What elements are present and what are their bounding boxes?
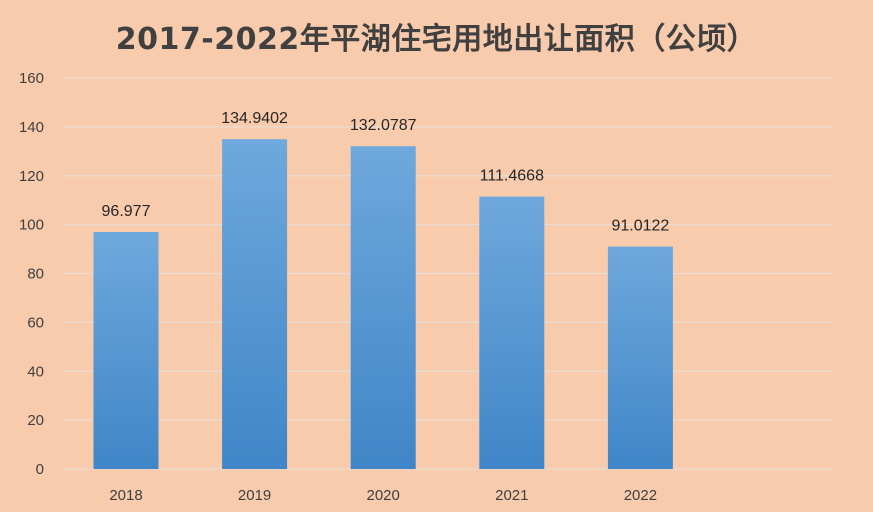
x-tick-label-2018: 2018 (109, 487, 142, 504)
y-tick-label: 60 (27, 314, 44, 331)
bar-2022 (607, 246, 673, 469)
data-label-2019: 134.9402 (221, 110, 288, 127)
x-tick-label-2022: 2022 (624, 487, 657, 504)
bars (93, 139, 673, 470)
x-tick-label-2019: 2019 (238, 487, 271, 504)
x-tick-label-2021: 2021 (495, 487, 528, 504)
bar-2021 (479, 196, 545, 469)
y-tick-label: 160 (19, 70, 44, 87)
y-tick-label: 120 (19, 168, 44, 185)
y-axis-ticks: 0 20 40 60 80 100 120 140 160 (19, 70, 44, 478)
bar-2018 (93, 232, 159, 469)
data-label-2020: 132.0787 (350, 117, 417, 134)
data-label-2022: 91.0122 (611, 218, 669, 235)
x-tick-label-2020: 2020 (367, 487, 400, 504)
y-tick-label: 40 (27, 363, 44, 380)
data-label-2021: 111.4668 (480, 168, 544, 185)
y-tick-label: 20 (27, 412, 44, 429)
gridlines (62, 77, 832, 470)
data-labels: 96.977 134.9402 132.0787 111.4668 91.0122 (102, 110, 670, 234)
chart-title: 2017-2022年平湖住宅用地出让面积（公顷） (115, 22, 758, 57)
y-tick-label: 100 (19, 217, 44, 234)
bar-2020 (350, 146, 416, 470)
data-label-2018: 96.977 (102, 203, 151, 220)
bar-2019 (222, 139, 288, 470)
y-tick-label: 140 (19, 119, 44, 136)
y-tick-label: 80 (27, 266, 44, 283)
x-axis-ticks: 2018 2019 2020 2021 2022 (109, 487, 657, 504)
y-tick-label: 0 (36, 461, 44, 478)
